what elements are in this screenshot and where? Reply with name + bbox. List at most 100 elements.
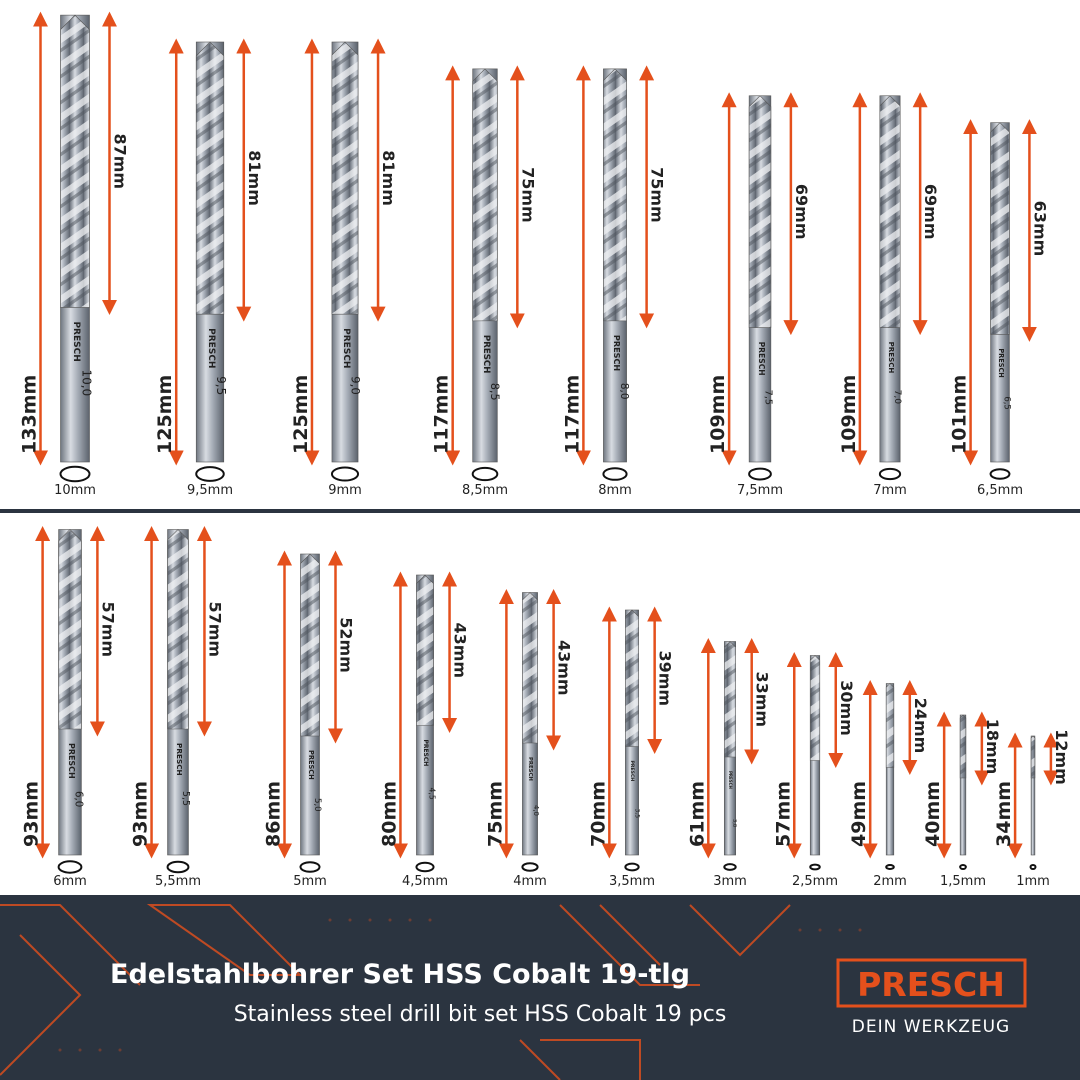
diameter-ring (885, 864, 895, 870)
flute-label: 81mm (379, 150, 398, 206)
banner-dots (58, 918, 862, 1052)
diameter-label: 2,5mm (792, 874, 838, 889)
bit-flute (959, 714, 967, 779)
diameter-label: 3,5mm (609, 874, 655, 889)
length-label: 93mm (130, 781, 152, 847)
bit-flute (472, 68, 498, 322)
diameter-ring (299, 861, 321, 873)
length-label: 93mm (21, 781, 43, 847)
length-label: 117mm (561, 375, 583, 454)
bit-flute (625, 609, 639, 747)
drill-bit: PRESCH 4,0 4mm 75mm 43mm (484, 589, 574, 889)
flute-label: 18mm (983, 719, 1002, 775)
diameter-label: 2mm (873, 874, 907, 889)
diameter-label: 10mm (54, 483, 96, 498)
shank-brand: PRESCH (997, 348, 1005, 377)
diameter-label: 9mm (328, 483, 362, 498)
drill-bit: PRESCH 4,5 4,5mm 80mm 43mm (378, 571, 470, 889)
bit-flute (331, 41, 359, 315)
diameter-ring (521, 862, 539, 872)
banner-title: Edelstahlbohrer Set HSS Cobalt 19-tlg (110, 959, 690, 990)
diameter-ring (1029, 864, 1037, 870)
bit-flute (300, 553, 320, 737)
diameter-ring (878, 467, 902, 481)
shank-size: 3,0 (731, 819, 737, 827)
shank-size: 5,0 (312, 798, 322, 812)
shank-size: 7,0 (892, 390, 902, 405)
flute-label: 57mm (98, 601, 117, 657)
drill-bit: PRESCH 3,0 3mm 61mm 33mm (686, 638, 772, 889)
diameter-ring (330, 466, 360, 482)
length-label: 34mm (993, 781, 1015, 847)
diameter-ring (166, 860, 190, 874)
drill-bit: PRESCH 9,0 9mm 125mm 81mm (290, 38, 398, 498)
diameter-ring (989, 468, 1011, 480)
bit-flute (885, 683, 895, 768)
shank-brand: PRESCH (307, 750, 315, 780)
shank-brand: PRESCH (527, 757, 533, 781)
bit-flute (195, 41, 225, 315)
shank-size: 4,5 (427, 788, 436, 800)
diameter-label: 6mm (53, 874, 87, 889)
shank-brand: PRESCH (481, 335, 491, 374)
shank-brand: PRESCH (422, 740, 429, 767)
flute-label: 57mm (205, 601, 224, 657)
drill-bit: PRESCH 7,5 7,5mm 109mm 69mm (707, 92, 811, 498)
length-label: 40mm (922, 781, 944, 847)
diameter-ring (59, 465, 91, 483)
drill-bit: PRESCH 6,5 6,5mm 101mm 63mm (949, 119, 1049, 498)
shank-size: 5,5 (180, 791, 191, 806)
drill-bit: 1mm 34mm 12mm (993, 729, 1071, 889)
drill-bit: PRESCH 9,5 9,5mm 125mm 81mm (154, 38, 264, 498)
flute-label: 52mm (337, 617, 356, 673)
drill-bit: PRESCH 3,5 3,5mm 70mm 39mm (587, 606, 675, 889)
bit-flute (809, 655, 821, 761)
drill-bit: PRESCH 10,0 10mm 133mm 87mm (19, 11, 130, 498)
length-label: 61mm (686, 781, 708, 847)
banner-pattern (0, 904, 791, 1080)
diameter-ring (959, 864, 967, 870)
flute-label: 33mm (753, 671, 772, 727)
length-label: 125mm (290, 375, 312, 454)
flute-label: 87mm (111, 133, 130, 189)
shank-brand: PRESCH (71, 321, 81, 361)
bit-flute (603, 68, 627, 322)
logo-frame (836, 958, 1027, 1008)
flute-label: 63mm (1030, 201, 1049, 257)
diameter-label: 8mm (598, 483, 632, 498)
shank-size: 9,5 (214, 376, 228, 395)
diameter-label: 5,5mm (155, 874, 201, 889)
diameter-ring (471, 466, 499, 482)
shank-size: 7,5 (762, 390, 773, 406)
diameter-label: 9,5mm (187, 483, 233, 498)
bit-flute (58, 529, 82, 730)
diameter-ring (624, 862, 640, 872)
bit-flute (522, 592, 538, 744)
drill-bit: PRESCH 5,5 5,5mm 93mm 57mm (130, 526, 224, 889)
length-label: 109mm (707, 375, 729, 454)
bit-flute (167, 529, 189, 730)
diameter-label: 4,5mm (402, 874, 448, 889)
drill-bit: PRESCH 8,5 8,5mm 117mm 75mm (431, 65, 537, 498)
length-label: 75mm (484, 781, 506, 847)
shank-brand: PRESCH (629, 761, 635, 782)
flute-label: 75mm (518, 167, 537, 223)
diameter-ring (57, 860, 83, 874)
flute-label: 69mm (921, 184, 940, 240)
drill-bit: PRESCH 6,0 6mm 93mm 57mm (21, 526, 117, 889)
diameter-label: 7,5mm (737, 483, 783, 498)
diameter-ring (602, 467, 628, 481)
shank-size: 9,0 (349, 376, 363, 395)
diameter-label: 1mm (1016, 874, 1050, 889)
flute-label: 69mm (792, 184, 811, 240)
shank-brand: PRESCH (757, 342, 766, 376)
diameter-ring (195, 466, 225, 482)
flute-label: 75mm (648, 167, 667, 223)
logo: PRESCH (857, 965, 1005, 1004)
drill-bit: PRESCH 8,0 8mm 117mm 75mm (561, 65, 667, 498)
shank-brand: PRESCH (341, 328, 351, 368)
drill-bit: PRESCH 7,0 7mm 109mm 69mm (838, 92, 940, 498)
bit-flute (724, 641, 736, 758)
length-label: 109mm (838, 375, 860, 454)
shank-brand: PRESCH (206, 328, 216, 368)
